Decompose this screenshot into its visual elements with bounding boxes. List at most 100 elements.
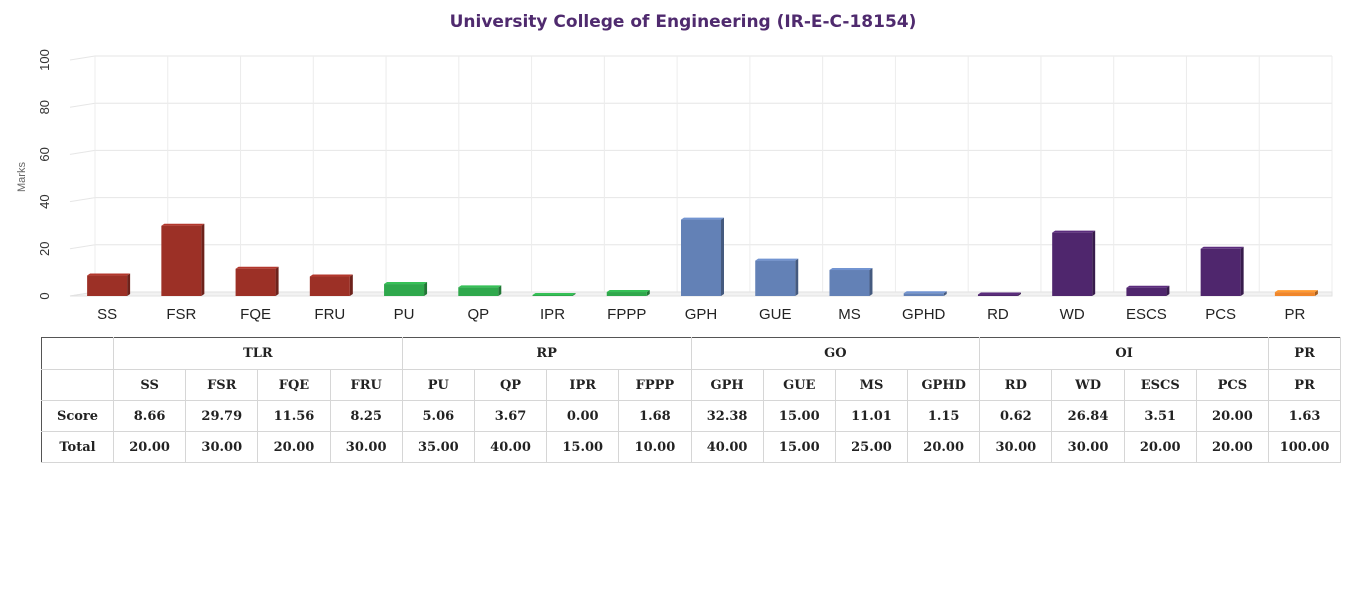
y-tick-label: 40: [37, 194, 52, 208]
bar-front: [309, 276, 350, 296]
bar-pcs[interactable]: [1200, 246, 1244, 296]
column-header-escs: ESCS: [1123, 369, 1197, 401]
x-tick-label: SS: [97, 306, 117, 323]
bar-front: [87, 275, 128, 296]
bar-fppp[interactable]: [606, 290, 650, 296]
table-cell: 32.38: [690, 400, 764, 432]
table-cell: 26.84: [1051, 400, 1125, 432]
bar-front: [829, 270, 870, 296]
x-tick-label: FSR: [166, 306, 196, 323]
table-cell: 8.25: [329, 400, 403, 432]
table-cell: 3.67: [473, 400, 548, 432]
bar-side: [349, 274, 353, 296]
bar-gph[interactable]: [681, 217, 724, 296]
bar-gue[interactable]: [755, 258, 799, 296]
score-table: TLR RP GO OI PR SS FSR FQE FRU PU QP IPR FPPP GPH GUE M…: [41, 337, 1342, 463]
table-cell: 15.00: [546, 431, 620, 463]
grid-line-h-depth: [69, 149, 96, 155]
bar-front: [903, 293, 944, 296]
column-header-rd: RD: [979, 369, 1053, 401]
x-tick-label: PR: [1284, 306, 1305, 323]
table-cell: 1.68: [618, 400, 692, 432]
table-cell: 5.06: [401, 400, 475, 432]
bar-side: [127, 273, 131, 296]
x-tick-label: IPR: [540, 306, 565, 323]
bar-ipr[interactable]: [532, 293, 576, 296]
table-cell: 20.00: [112, 431, 187, 463]
bar-gphd[interactable]: [903, 291, 947, 296]
y-tick-label: 20: [37, 242, 52, 256]
bar-fqe[interactable]: [235, 266, 279, 296]
bar-side: [869, 268, 873, 296]
table-cell: 100.00: [1267, 431, 1342, 463]
bar-top: [829, 268, 873, 271]
column-header-qp: QP: [473, 369, 548, 401]
bar-rd[interactable]: [977, 292, 1021, 296]
column-header-fsr: FSR: [185, 369, 259, 401]
column-header-fru: FRU: [329, 369, 403, 401]
bar-top: [1052, 230, 1096, 233]
bar-front: [681, 219, 721, 296]
x-tick-label: GUE: [759, 306, 792, 323]
x-tick-label: QP: [467, 306, 489, 323]
table-cell: 20.00: [907, 431, 981, 463]
column-header-ss: SS: [112, 369, 187, 401]
bar-qp[interactable]: [458, 285, 502, 296]
table-cell: 1.15: [907, 400, 981, 432]
group-header-row: TLR RP GO OI PR: [41, 337, 1342, 370]
table-cell: 30.00: [1051, 431, 1125, 463]
grid-line-h-depth: [69, 197, 96, 203]
bar-pr[interactable]: [1274, 290, 1318, 296]
bar-top: [903, 291, 947, 294]
table-cell: 0.00: [546, 400, 620, 432]
bar-side: [1166, 285, 1170, 296]
bar-front: [1274, 292, 1315, 296]
table-cell: 20.00: [1123, 431, 1197, 463]
bar-top: [458, 285, 502, 288]
column-header-gphd: GPHD: [907, 369, 981, 401]
x-tick-label: GPH: [685, 306, 718, 323]
column-header-pcs: PCS: [1195, 369, 1270, 401]
table-cell: 8.66: [112, 400, 187, 432]
bar-top: [1200, 246, 1244, 249]
table-cell: 20.00: [257, 431, 331, 463]
table-cell: 1.63: [1267, 400, 1342, 432]
bar-top: [309, 274, 353, 277]
table-cell: 10.00: [618, 431, 692, 463]
bar-wd[interactable]: [1052, 230, 1096, 296]
group-header-rp: RP: [401, 337, 692, 370]
x-tick-label: PCS: [1205, 306, 1236, 323]
x-tick-label: MS: [838, 306, 861, 323]
column-header-wd: WD: [1051, 369, 1125, 401]
x-tick-label: GPHD: [902, 306, 946, 323]
bar-pu[interactable]: [384, 282, 428, 296]
bar-side: [795, 258, 799, 296]
column-header-ms: MS: [834, 369, 909, 401]
bar-front: [977, 294, 1018, 296]
table-cell: 20.00: [1195, 431, 1270, 463]
bar-top: [1274, 290, 1318, 293]
row-label: Score: [41, 400, 114, 432]
column-header-row: SS FSR FQE FRU PU QP IPR FPPP GPH GUE MS GPHD RD WD ES…: [41, 369, 1342, 401]
bar-top: [606, 290, 650, 293]
bar-top: [977, 292, 1021, 295]
bar-front: [235, 268, 276, 296]
bar-side: [1092, 230, 1096, 296]
x-tick-label: FQE: [240, 306, 271, 323]
x-tick-label: FRU: [314, 306, 345, 323]
bar-fsr[interactable]: [161, 223, 205, 296]
table-cell: 35.00: [401, 431, 475, 463]
bar-ms[interactable]: [829, 268, 873, 296]
table-cell: 15.00: [762, 400, 836, 432]
bar-escs[interactable]: [1126, 285, 1170, 296]
bar-front: [1052, 232, 1093, 296]
table-cell: 40.00: [690, 431, 764, 463]
bar-top: [532, 293, 576, 295]
bar-fru[interactable]: [309, 274, 353, 296]
bar-front: [532, 295, 573, 296]
table-cell: 11.01: [834, 400, 909, 432]
table-row-total: Total 20.00 30.00 20.00 30.00 35.00 40.00 15.00…: [41, 431, 1342, 463]
bar-top: [87, 273, 131, 276]
bar-ss[interactable]: [87, 273, 131, 296]
column-header-fqe: FQE: [257, 369, 331, 401]
